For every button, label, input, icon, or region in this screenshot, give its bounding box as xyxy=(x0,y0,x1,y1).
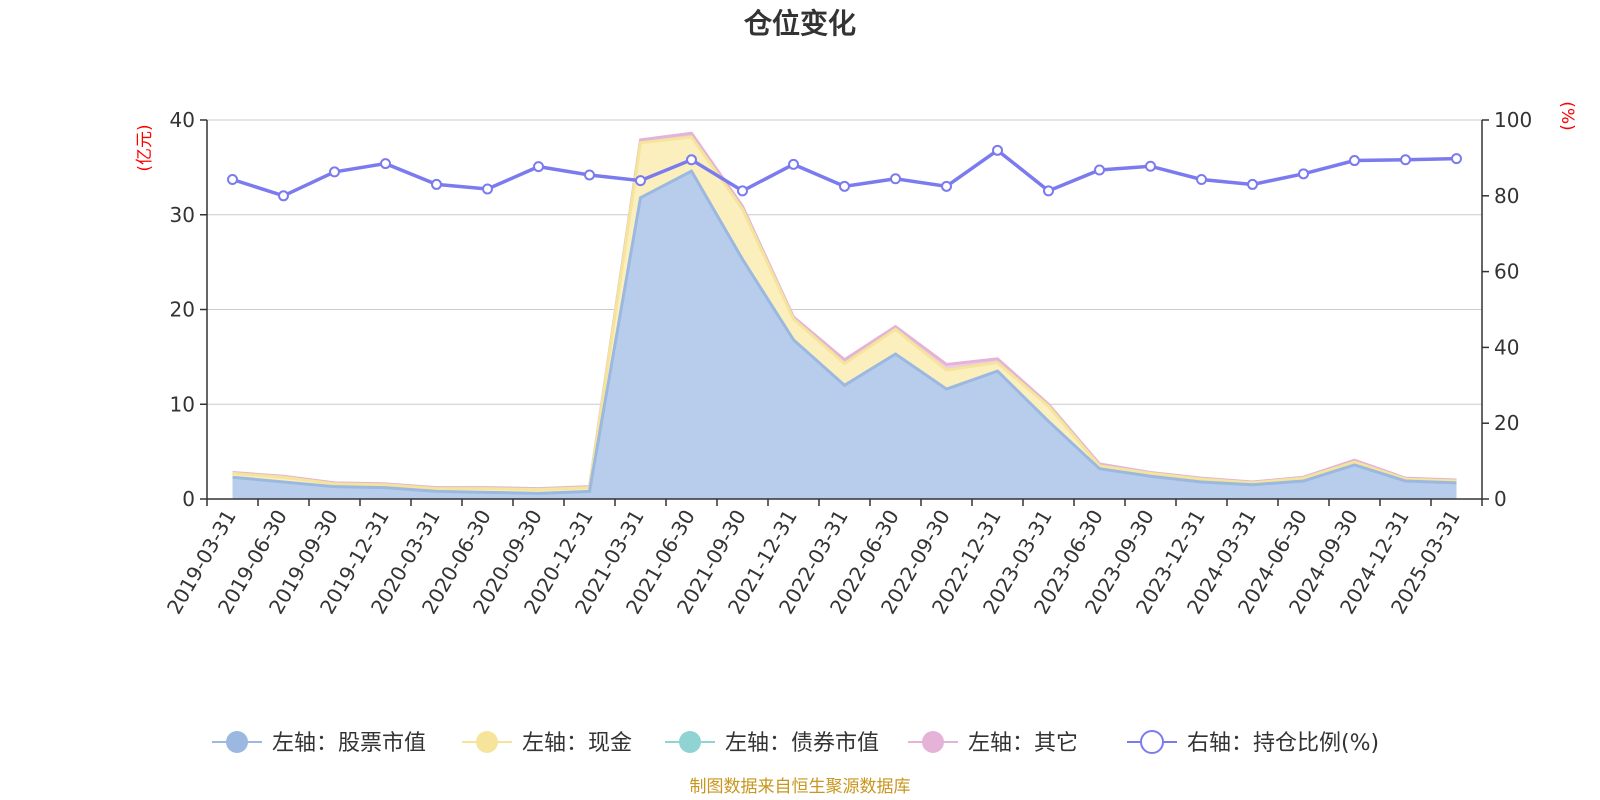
ratio-point xyxy=(227,174,238,186)
right-axis-unit: (%) xyxy=(1557,101,1577,130)
ratio-point xyxy=(1400,154,1411,166)
legend-item-3[interactable]: 左轴：债券市值 xyxy=(665,731,879,756)
legend-marker xyxy=(922,731,944,753)
area-edge-1 xyxy=(232,169,1457,495)
left-tick-label: 40 xyxy=(170,108,195,132)
legend-item-2[interactable]: 左轴：现金 xyxy=(462,731,632,756)
ratio-point xyxy=(1145,160,1156,172)
ratio-point xyxy=(431,178,442,190)
ratio-point xyxy=(584,169,595,181)
ratio-point xyxy=(737,185,748,197)
ratio-point xyxy=(992,144,1003,156)
left-tick-label: 20 xyxy=(170,298,195,322)
right-tick-label: 100 xyxy=(1494,108,1532,132)
right-tick-label: 0 xyxy=(1494,487,1507,511)
legend-item-1[interactable]: 左轴：股票市值 xyxy=(212,731,426,756)
stacked-areas xyxy=(232,131,1457,500)
right-tick-label: 40 xyxy=(1494,335,1519,359)
ratio-point xyxy=(1196,174,1207,186)
holding-ratio-line xyxy=(227,144,1462,202)
legend-item-4[interactable]: 左轴：其它 xyxy=(908,731,1078,756)
left-tick-label: 0 xyxy=(182,487,195,511)
left-tick-label: 30 xyxy=(170,203,195,227)
ratio-point xyxy=(1349,155,1360,167)
left-axis-unit: (亿元) xyxy=(135,124,155,171)
legend-item-5[interactable]: 右轴：持仓比例(%) xyxy=(1127,730,1379,756)
ratio-point xyxy=(533,161,544,173)
ratio-point xyxy=(329,166,340,178)
right-tick-label: 80 xyxy=(1494,184,1519,208)
ratio-point xyxy=(839,180,850,192)
ratio-point xyxy=(941,180,952,192)
left-tick-label: 10 xyxy=(170,392,195,416)
ratio-point xyxy=(890,173,901,185)
legend-marker xyxy=(679,731,701,753)
ratio-point xyxy=(788,158,799,170)
area-1 xyxy=(232,171,1457,500)
right-tick-label: 60 xyxy=(1494,260,1519,284)
ratio-point xyxy=(635,175,646,187)
legend-label: 左轴：其它 xyxy=(968,731,1078,756)
ratio-point xyxy=(1043,185,1054,197)
legend-marker xyxy=(476,731,498,753)
legend-marker xyxy=(226,731,248,753)
ratio-point xyxy=(1451,153,1462,165)
area-edge-2 xyxy=(232,135,1457,492)
ratio-point xyxy=(686,154,697,166)
ratio-point xyxy=(1094,164,1105,176)
chart-title: 仓位变化 xyxy=(744,7,856,40)
legend-label: 左轴：现金 xyxy=(522,731,632,756)
ratio-point xyxy=(1247,178,1258,190)
data-source-note: 制图数据来自恒生聚源数据库 xyxy=(690,777,911,797)
ratio-point xyxy=(278,190,289,202)
legend-marker xyxy=(1140,730,1164,754)
ratio-point xyxy=(380,158,391,170)
legend-label: 右轴：持仓比例(%) xyxy=(1187,731,1379,756)
right-tick-label: 20 xyxy=(1494,411,1519,435)
legend-label: 左轴：股票市值 xyxy=(272,731,426,756)
ratio-point xyxy=(482,183,493,195)
legend-label: 左轴：债券市值 xyxy=(725,731,879,756)
legend: 左轴：股票市值 左轴：现金 左轴：债券市值 左轴：其它 右轴：持仓比例(%) xyxy=(212,730,1379,756)
ratio-point xyxy=(1298,168,1309,180)
